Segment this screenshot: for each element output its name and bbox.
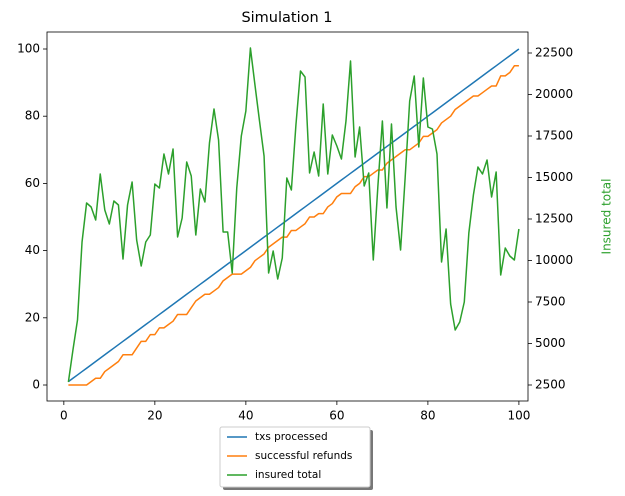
series-line [68,65,519,386]
y-tick-label: 60 [25,176,40,190]
x-tick-label: 80 [420,409,435,423]
y2-tick-label: 15000 [535,170,573,184]
plot-frame [46,31,529,402]
y2-tick-label: 2500 [535,377,566,391]
y2-tick-label: 10000 [535,253,573,267]
y2-tick-label: 22500 [535,45,573,59]
y2-axis-label: Insured total [600,179,614,255]
legend-box [219,426,371,488]
y-tick-label: 40 [25,243,40,257]
y2-tick-label: 20000 [535,87,573,101]
chart-title: Simulation 1 [241,10,332,26]
y-tick-label: 0 [32,378,40,392]
y2-tick-label: 7500 [535,294,566,308]
x-tick-label: 40 [238,409,253,423]
y2-tick-label: 17500 [535,128,573,142]
series-line [67,48,520,383]
x-tick-label: 20 [147,409,162,423]
legend-label: txs processed [255,431,328,443]
legend-label: successful refunds [255,450,352,462]
y2-tick-label: 5000 [535,336,566,350]
x-tick-label: 60 [329,409,344,423]
x-tick-label: 100 [507,409,530,423]
y-tick-label: 100 [17,42,40,56]
y-tick-label: 80 [25,109,40,123]
y-tick-label: 20 [25,310,40,324]
legend-label: insured total [255,469,321,481]
x-tick-label: 0 [60,409,68,423]
y2-tick-label: 12500 [535,211,573,225]
series-line [67,47,520,383]
